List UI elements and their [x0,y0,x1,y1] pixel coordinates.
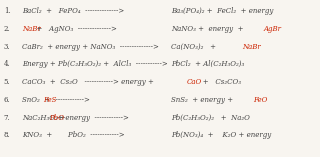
Text: CaBr₂  + energy + NaNO₃  -------------->: CaBr₂ + energy + NaNO₃ --------------> [22,43,159,51]
Text: ------------>: ------------> [51,96,89,104]
Text: NaC₂H₃O₂ +: NaC₂H₃O₂ + [22,114,68,122]
Text: Pb(NO₃)₄  +    K₂O + energy: Pb(NO₃)₄ + K₂O + energy [171,131,271,139]
Text: Pb(C₂H₃O₂)₂   +  Na₂O: Pb(C₂H₃O₂)₂ + Na₂O [171,114,250,122]
Text: + energy  ------------>: + energy ------------> [55,114,129,122]
Text: 3.: 3. [4,43,11,51]
Text: +   AgNO₃  -------------->: + AgNO₃ --------------> [32,25,117,33]
Text: CaCO₃  +  Cs₂O   ------------> energy +: CaCO₃ + Cs₂O ------------> energy + [22,78,158,86]
Text: KNO₃  +       PbO₂  ------------>: KNO₃ + PbO₂ ------------> [22,131,124,139]
Text: Energy + Pb(C₂H₃O₂)₂ +  AlCl₃  ----------->: Energy + Pb(C₂H₃O₂)₂ + AlCl₃ -----------… [22,60,167,68]
Text: NaBr: NaBr [243,43,261,51]
Text: SnO₂  +: SnO₂ + [22,96,54,104]
Text: 2.: 2. [4,25,11,33]
Text: AgBr: AgBr [263,25,281,33]
Text: PbCl₂  + Al(C₂H₃O₂)₃: PbCl₂ + Al(C₂H₃O₂)₃ [171,60,244,68]
Text: Ca(NO₃)₂   +: Ca(NO₃)₂ + [171,43,228,51]
Text: BaCl₂  +   FePO₄  -------------->: BaCl₂ + FePO₄ --------------> [22,7,124,15]
Text: 4.: 4. [4,60,11,68]
Text: 7.: 7. [4,114,11,122]
Text: PbO: PbO [49,114,64,122]
Text: 5.: 5. [4,78,11,86]
Text: NaNO₃ +  energy  +: NaNO₃ + energy + [171,25,248,33]
Text: CaO: CaO [186,78,202,86]
Text: SnS₂  + energy +: SnS₂ + energy + [171,96,238,104]
Text: FeS: FeS [43,96,57,104]
Text: +   Cs₂CO₃: + Cs₂CO₃ [196,78,242,86]
Text: 6.: 6. [4,96,11,104]
Text: FeO: FeO [253,96,268,104]
Text: Ba₃(PO₄)₂ +  FeCl₂  + energy: Ba₃(PO₄)₂ + FeCl₂ + energy [171,7,274,15]
Text: 8.: 8. [4,131,11,139]
Text: 1.: 1. [4,7,11,15]
Text: NaBr: NaBr [22,25,41,33]
